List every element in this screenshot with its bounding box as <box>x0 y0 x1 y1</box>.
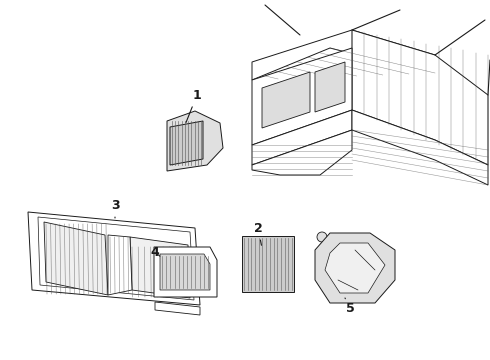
Polygon shape <box>167 111 223 171</box>
Polygon shape <box>325 243 385 293</box>
Text: 3: 3 <box>111 198 119 218</box>
Polygon shape <box>155 302 200 315</box>
Text: 5: 5 <box>345 298 354 315</box>
Polygon shape <box>108 235 132 295</box>
Polygon shape <box>154 247 217 297</box>
Text: 2: 2 <box>254 221 262 245</box>
Polygon shape <box>315 233 395 303</box>
Polygon shape <box>262 72 310 128</box>
Polygon shape <box>252 30 435 80</box>
Text: 1: 1 <box>186 89 201 122</box>
Polygon shape <box>44 222 108 295</box>
Polygon shape <box>252 110 352 165</box>
Polygon shape <box>352 30 488 165</box>
Circle shape <box>317 232 327 242</box>
Polygon shape <box>252 130 352 175</box>
Polygon shape <box>242 236 294 292</box>
Polygon shape <box>160 254 210 290</box>
Polygon shape <box>130 237 190 298</box>
Polygon shape <box>38 217 194 300</box>
Text: 4: 4 <box>150 246 160 258</box>
Polygon shape <box>170 121 203 165</box>
Polygon shape <box>252 48 352 145</box>
Polygon shape <box>315 62 345 112</box>
Polygon shape <box>28 212 200 305</box>
Polygon shape <box>352 110 488 185</box>
